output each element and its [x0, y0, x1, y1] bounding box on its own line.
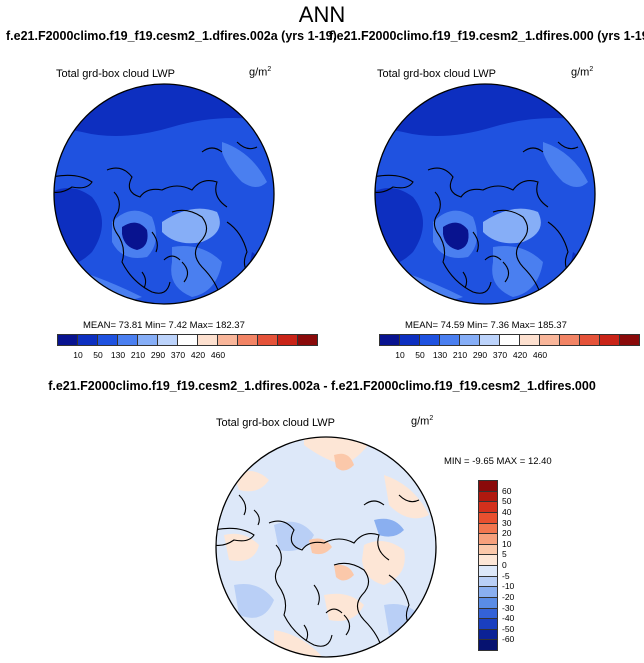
diff-colorbar-tick-label: -50: [502, 623, 515, 634]
left-map: [53, 83, 275, 305]
right-case-title: f.e21.F2000climo.f19_f19.cesm2_1.dfires.…: [329, 29, 644, 43]
diff-map: [215, 436, 437, 658]
colorbar-swatch: [539, 334, 560, 346]
diff-colorbar-tick-label: 0: [502, 560, 507, 570]
colorbar-swatch: [439, 334, 460, 346]
colorbar-swatch: [399, 334, 420, 346]
diff-colorbar-tick-label: 20: [502, 528, 512, 539]
diff-colorbar: [478, 480, 498, 651]
diff-colorbar-tick-label: -20: [502, 591, 515, 602]
colorbar-tick-label: 130: [110, 350, 126, 360]
colorbar-tick-label: 210: [130, 350, 146, 360]
colorbar-swatch: [77, 334, 98, 346]
colorbar-swatch: [237, 334, 258, 346]
colorbar-swatch: [579, 334, 600, 346]
right-colorbar-ticks: 10 50 130 210 290 370 420 460: [379, 350, 599, 362]
left-variable-label: Total grd-box cloud LWP: [56, 68, 176, 80]
diff-colorbar-tick-label: -60: [502, 634, 515, 645]
colorbar-tick-label: 50: [415, 350, 425, 360]
colorbar-swatch: [379, 334, 400, 346]
colorbar-swatch: [459, 334, 480, 346]
colorbar-tick-label: 210: [452, 350, 468, 360]
colorbar-swatch: [559, 334, 580, 346]
diff-colorbar-tick-label: 30: [502, 517, 512, 528]
colorbar-tick-label: 460: [210, 350, 226, 360]
diff-colorbar-tick-label: 60: [502, 485, 512, 496]
left-colorbar-ticks: 10 50 130 210 290 370 420 460: [57, 350, 277, 362]
right-variable-label: Total grd-box cloud LWP: [377, 68, 497, 80]
diff-colorbar-tick-label: -40: [502, 613, 515, 624]
colorbar-tick-label: 290: [150, 350, 166, 360]
right-stats: MEAN= 74.59 Min= 7.36 Max= 185.37: [405, 320, 567, 331]
colorbar-swatch: [57, 334, 78, 346]
colorbar-tick-label: 130: [432, 350, 448, 360]
colorbar-swatch: [117, 334, 138, 346]
colorbar-swatch: [97, 334, 118, 346]
figure-title: ANN: [298, 2, 346, 27]
colorbar-tick-label: 10: [395, 350, 405, 360]
diff-colorbar-swatch: [478, 639, 498, 651]
diff-colorbar-tick-label: 10: [502, 538, 512, 549]
colorbar-tick-label: 10: [73, 350, 83, 360]
colorbar-tick-label: 370: [492, 350, 508, 360]
colorbar-swatch: [479, 334, 500, 346]
colorbar-tick-label: 460: [532, 350, 548, 360]
colorbar-swatch: [599, 334, 620, 346]
right-colorbar: [379, 334, 640, 346]
colorbar-tick-label: 420: [512, 350, 528, 360]
colorbar-swatch: [137, 334, 158, 346]
left-stats: MEAN= 73.81 Min= 7.42 Max= 182.37: [83, 320, 245, 331]
right-units: g/m2: [571, 66, 594, 79]
diff-colorbar-tick-label: 50: [502, 496, 512, 507]
colorbar-swatch: [499, 334, 520, 346]
diff-case-title: f.e21.F2000climo.f19_f19.cesm2_1.dfires.…: [48, 379, 596, 393]
colorbar-swatch: [277, 334, 298, 346]
left-colorbar: [57, 334, 318, 346]
diff-stats: MIN = -9.65 MAX = 12.40: [444, 456, 552, 467]
colorbar-swatch: [177, 334, 198, 346]
diff-colorbar-tick-label: 40: [502, 506, 512, 517]
colorbar-swatch: [217, 334, 238, 346]
diff-units: g/m2: [411, 415, 434, 428]
left-case-title: f.e21.F2000climo.f19_f19.cesm2_1.dfires.…: [6, 29, 337, 43]
diff-variable-label: Total grd-box cloud LWP: [216, 417, 336, 429]
diff-colorbar-tick-label: -5: [502, 570, 510, 581]
colorbar-swatch: [619, 334, 640, 346]
colorbar-swatch: [419, 334, 440, 346]
colorbar-swatch: [157, 334, 178, 346]
left-units: g/m2: [249, 66, 272, 79]
right-map: [374, 83, 596, 305]
colorbar-tick-label: 290: [472, 350, 488, 360]
colorbar-tick-label: 370: [170, 350, 186, 360]
diff-colorbar-tick-label: -10: [502, 581, 515, 592]
colorbar-tick-label: 420: [190, 350, 206, 360]
diff-colorbar-tick-label: -30: [502, 602, 515, 613]
colorbar-tick-label: 50: [93, 350, 103, 360]
diff-colorbar-tick-label: 5: [502, 549, 507, 560]
colorbar-swatch: [197, 334, 218, 346]
colorbar-swatch: [297, 334, 318, 346]
colorbar-swatch: [519, 334, 540, 346]
diff-colorbar-ticks: 60 50 40 30 20 10 5 0 -5 -10 -20 -30 -40 -50 -60: [502, 480, 532, 650]
colorbar-swatch: [257, 334, 278, 346]
